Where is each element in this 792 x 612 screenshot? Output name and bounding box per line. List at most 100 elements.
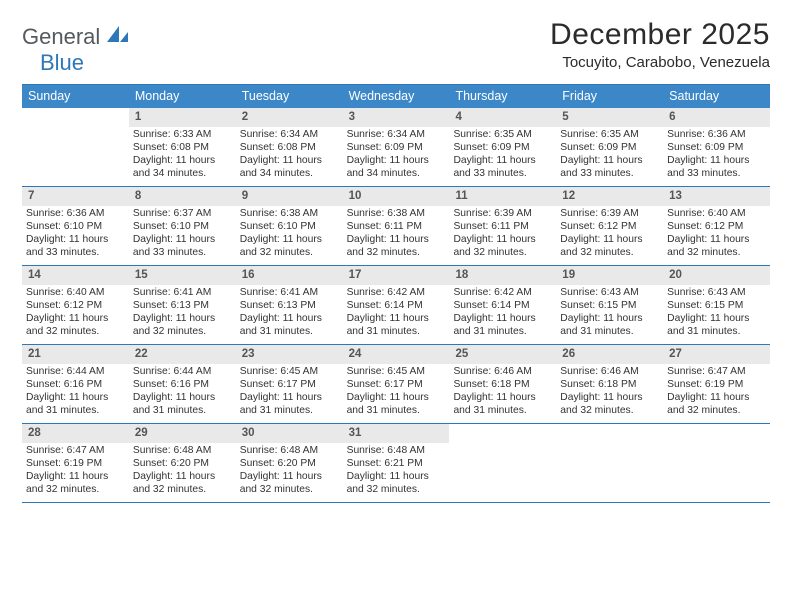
day-body: Sunrise: 6:40 AMSunset: 6:12 PMDaylight:… xyxy=(22,285,129,343)
sunset-text: Sunset: 6:18 PM xyxy=(453,378,552,391)
day-body xyxy=(663,443,770,448)
sunrise-text: Sunrise: 6:47 AM xyxy=(26,444,125,457)
daylight-text: Daylight: 11 hours and 32 minutes. xyxy=(560,391,659,417)
daylight-text: Daylight: 11 hours and 32 minutes. xyxy=(240,470,339,496)
day-cell: 31Sunrise: 6:48 AMSunset: 6:21 PMDayligh… xyxy=(343,424,450,502)
day-body: Sunrise: 6:36 AMSunset: 6:09 PMDaylight:… xyxy=(663,127,770,185)
sunset-text: Sunset: 6:14 PM xyxy=(453,299,552,312)
sunrise-text: Sunrise: 6:34 AM xyxy=(347,128,446,141)
day-number: 29 xyxy=(129,424,236,443)
day-number: 30 xyxy=(236,424,343,443)
day-cell: 30Sunrise: 6:48 AMSunset: 6:20 PMDayligh… xyxy=(236,424,343,502)
sunrise-text: Sunrise: 6:35 AM xyxy=(560,128,659,141)
daylight-text: Daylight: 11 hours and 32 minutes. xyxy=(26,470,125,496)
day-body: Sunrise: 6:43 AMSunset: 6:15 PMDaylight:… xyxy=(556,285,663,343)
day-body: Sunrise: 6:41 AMSunset: 6:13 PMDaylight:… xyxy=(236,285,343,343)
location-label: Tocuyito, Carabobo, Venezuela xyxy=(550,54,770,71)
day-body xyxy=(449,443,556,448)
day-cell: 14Sunrise: 6:40 AMSunset: 6:12 PMDayligh… xyxy=(22,266,129,344)
sunset-text: Sunset: 6:12 PM xyxy=(667,220,766,233)
day-cell: 6Sunrise: 6:36 AMSunset: 6:09 PMDaylight… xyxy=(663,108,770,186)
daylight-text: Daylight: 11 hours and 34 minutes. xyxy=(133,154,232,180)
daylight-text: Daylight: 11 hours and 32 minutes. xyxy=(667,233,766,259)
day-body: Sunrise: 6:41 AMSunset: 6:13 PMDaylight:… xyxy=(129,285,236,343)
day-number: 15 xyxy=(129,266,236,285)
day-body: Sunrise: 6:47 AMSunset: 6:19 PMDaylight:… xyxy=(663,364,770,422)
sunrise-text: Sunrise: 6:41 AM xyxy=(133,286,232,299)
week-row: 1Sunrise: 6:33 AMSunset: 6:08 PMDaylight… xyxy=(22,108,770,187)
day-body: Sunrise: 6:46 AMSunset: 6:18 PMDaylight:… xyxy=(556,364,663,422)
sunrise-text: Sunrise: 6:44 AM xyxy=(26,365,125,378)
sail-icon xyxy=(107,26,129,44)
day-number: 2 xyxy=(236,108,343,127)
daylight-text: Daylight: 11 hours and 31 minutes. xyxy=(667,312,766,338)
day-body: Sunrise: 6:44 AMSunset: 6:16 PMDaylight:… xyxy=(129,364,236,422)
daylight-text: Daylight: 11 hours and 32 minutes. xyxy=(133,312,232,338)
day-body: Sunrise: 6:48 AMSunset: 6:20 PMDaylight:… xyxy=(236,443,343,501)
day-body: Sunrise: 6:39 AMSunset: 6:12 PMDaylight:… xyxy=(556,206,663,264)
sunrise-text: Sunrise: 6:48 AM xyxy=(347,444,446,457)
sunrise-text: Sunrise: 6:37 AM xyxy=(133,207,232,220)
sunset-text: Sunset: 6:09 PM xyxy=(347,141,446,154)
sunset-text: Sunset: 6:16 PM xyxy=(26,378,125,391)
weekday-header: Tuesday xyxy=(236,85,343,108)
day-cell: 16Sunrise: 6:41 AMSunset: 6:13 PMDayligh… xyxy=(236,266,343,344)
day-number: 9 xyxy=(236,187,343,206)
day-cell: 18Sunrise: 6:42 AMSunset: 6:14 PMDayligh… xyxy=(449,266,556,344)
day-body: Sunrise: 6:38 AMSunset: 6:11 PMDaylight:… xyxy=(343,206,450,264)
daylight-text: Daylight: 11 hours and 31 minutes. xyxy=(453,312,552,338)
day-cell: 12Sunrise: 6:39 AMSunset: 6:12 PMDayligh… xyxy=(556,187,663,265)
sunrise-text: Sunrise: 6:34 AM xyxy=(240,128,339,141)
daylight-text: Daylight: 11 hours and 32 minutes. xyxy=(26,312,125,338)
day-cell: 1Sunrise: 6:33 AMSunset: 6:08 PMDaylight… xyxy=(129,108,236,186)
day-number: 17 xyxy=(343,266,450,285)
day-number: 18 xyxy=(449,266,556,285)
daylight-text: Daylight: 11 hours and 31 minutes. xyxy=(347,312,446,338)
day-cell: 10Sunrise: 6:38 AMSunset: 6:11 PMDayligh… xyxy=(343,187,450,265)
day-body: Sunrise: 6:35 AMSunset: 6:09 PMDaylight:… xyxy=(449,127,556,185)
sunrise-text: Sunrise: 6:33 AM xyxy=(133,128,232,141)
daylight-text: Daylight: 11 hours and 33 minutes. xyxy=(26,233,125,259)
sunset-text: Sunset: 6:19 PM xyxy=(26,457,125,470)
month-title: December 2025 xyxy=(550,18,770,52)
day-number: 28 xyxy=(22,424,129,443)
day-number: 4 xyxy=(449,108,556,127)
sunset-text: Sunset: 6:09 PM xyxy=(453,141,552,154)
day-cell: 22Sunrise: 6:44 AMSunset: 6:16 PMDayligh… xyxy=(129,345,236,423)
sunset-text: Sunset: 6:15 PM xyxy=(667,299,766,312)
day-body: Sunrise: 6:40 AMSunset: 6:12 PMDaylight:… xyxy=(663,206,770,264)
day-cell: 8Sunrise: 6:37 AMSunset: 6:10 PMDaylight… xyxy=(129,187,236,265)
sunrise-text: Sunrise: 6:35 AM xyxy=(453,128,552,141)
sunset-text: Sunset: 6:10 PM xyxy=(26,220,125,233)
sunset-text: Sunset: 6:17 PM xyxy=(240,378,339,391)
sunrise-text: Sunrise: 6:41 AM xyxy=(240,286,339,299)
day-number: 14 xyxy=(22,266,129,285)
day-body: Sunrise: 6:48 AMSunset: 6:21 PMDaylight:… xyxy=(343,443,450,501)
day-body: Sunrise: 6:36 AMSunset: 6:10 PMDaylight:… xyxy=(22,206,129,264)
weekday-header: Friday xyxy=(556,85,663,108)
day-cell: 15Sunrise: 6:41 AMSunset: 6:13 PMDayligh… xyxy=(129,266,236,344)
sunset-text: Sunset: 6:18 PM xyxy=(560,378,659,391)
day-number: 13 xyxy=(663,187,770,206)
daylight-text: Daylight: 11 hours and 31 minutes. xyxy=(26,391,125,417)
day-cell xyxy=(449,424,556,502)
day-body: Sunrise: 6:48 AMSunset: 6:20 PMDaylight:… xyxy=(129,443,236,501)
day-body: Sunrise: 6:34 AMSunset: 6:08 PMDaylight:… xyxy=(236,127,343,185)
day-body: Sunrise: 6:39 AMSunset: 6:11 PMDaylight:… xyxy=(449,206,556,264)
sunrise-text: Sunrise: 6:40 AM xyxy=(667,207,766,220)
sunset-text: Sunset: 6:12 PM xyxy=(26,299,125,312)
header: General Blue December 2025 Tocuyito, Car… xyxy=(22,18,770,76)
day-number: 26 xyxy=(556,345,663,364)
day-cell: 7Sunrise: 6:36 AMSunset: 6:10 PMDaylight… xyxy=(22,187,129,265)
day-body: Sunrise: 6:45 AMSunset: 6:17 PMDaylight:… xyxy=(343,364,450,422)
daylight-text: Daylight: 11 hours and 32 minutes. xyxy=(453,233,552,259)
daylight-text: Daylight: 11 hours and 33 minutes. xyxy=(453,154,552,180)
logo-text-blue: Blue xyxy=(40,50,84,75)
sunset-text: Sunset: 6:14 PM xyxy=(347,299,446,312)
daylight-text: Daylight: 11 hours and 32 minutes. xyxy=(560,233,659,259)
day-number: 7 xyxy=(22,187,129,206)
daylight-text: Daylight: 11 hours and 32 minutes. xyxy=(667,391,766,417)
daylight-text: Daylight: 11 hours and 32 minutes. xyxy=(240,233,339,259)
day-body: Sunrise: 6:45 AMSunset: 6:17 PMDaylight:… xyxy=(236,364,343,422)
day-number: 31 xyxy=(343,424,450,443)
